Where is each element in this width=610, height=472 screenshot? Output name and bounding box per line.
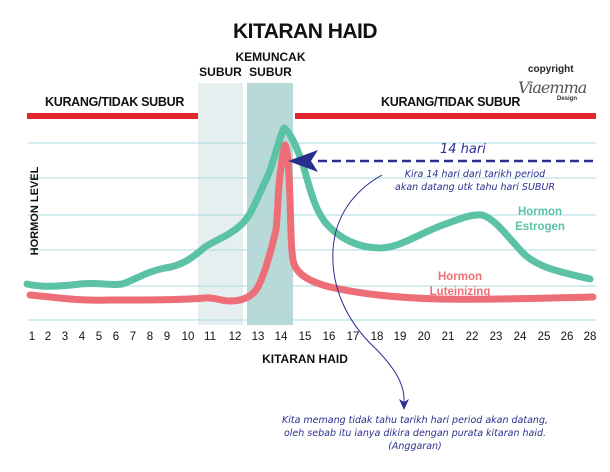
x-tick: 22	[465, 331, 479, 343]
y-axis-label: HORMON LEVEL	[29, 166, 41, 256]
legend-estrogen: Hormon Estrogen	[500, 205, 580, 235]
x-tick: 23	[489, 331, 503, 343]
infertile-bar-left	[27, 113, 198, 119]
x-tick: 17	[346, 331, 360, 343]
x-tick: 2	[44, 331, 52, 343]
x-tick: 8	[146, 331, 154, 343]
subur-label: SUBUR	[199, 65, 242, 79]
x-tick: 19	[393, 331, 407, 343]
x-tick: 21	[441, 331, 455, 343]
x-tick: 6	[112, 331, 120, 343]
lh-line	[26, 141, 597, 305]
x-axis-label: KITARAN HAID	[262, 352, 348, 366]
x-tick: 14	[274, 331, 288, 343]
x-tick: 18	[370, 331, 384, 343]
subur-band	[198, 83, 243, 325]
kemuncak-subur-label: KEMUNCAK SUBUR	[233, 50, 308, 80]
x-tick: 5	[95, 331, 103, 343]
curved-annotation-arrow	[332, 174, 405, 403]
kemuncak-label-line1: KEMUNCAK	[235, 50, 306, 64]
chart-title: KITARAN HAID	[232, 20, 378, 43]
x-tick: 26	[560, 331, 574, 343]
x-tick: 4	[78, 331, 86, 343]
copyright-label: copyright	[528, 64, 574, 75]
x-tick: 9	[163, 331, 171, 343]
legend-estrogen-line1: Hormon	[517, 206, 563, 218]
arrowhead-left-icon	[288, 150, 318, 172]
legend-lh-line1: Hormon	[437, 271, 483, 283]
footnote-line1: Kita memang tidak tahu tarikh hari perio…	[281, 415, 548, 426]
infertile-bar-right	[295, 113, 596, 119]
x-tick: 28	[583, 331, 597, 343]
legend-lh: Hormon Luteinizing	[420, 270, 500, 300]
x-tick: 1	[28, 331, 36, 343]
x-tick: 11	[204, 331, 216, 343]
footnote-line3: (Anggaran)	[388, 441, 442, 452]
estrogen-line	[23, 124, 594, 290]
infertile-label-right: KURANG/TIDAK SUBUR	[381, 95, 521, 109]
x-tick: 20	[417, 331, 431, 343]
signature-sub: Design	[557, 96, 578, 102]
curved-arrowhead-icon	[399, 399, 409, 410]
fourteen-day-label: 14 hari	[440, 142, 486, 157]
x-tick: 25	[537, 331, 551, 343]
x-tick: 12	[228, 331, 242, 343]
signature-logo: Viaemma	[518, 78, 587, 97]
kemuncak-label-line2: SUBUR	[249, 65, 292, 79]
x-tick: 16	[322, 331, 336, 343]
legend-estrogen-line2: Estrogen	[515, 221, 565, 233]
fourteen-day-note-line2: akan datang utk tahu hari SUBUR	[395, 182, 555, 193]
fourteen-day-note: Kira 14 hari dari tarikh period akan dat…	[355, 168, 595, 194]
x-tick: 13	[251, 331, 265, 343]
fourteen-day-note-line1: Kira 14 hari dari tarikh period	[404, 169, 546, 180]
legend-lh-line2: Luteinizing	[429, 286, 491, 298]
x-tick: 7	[129, 331, 137, 343]
x-tick: 10	[181, 331, 195, 343]
x-tick: 3	[61, 331, 69, 343]
footnote-line2: oleh sebab itu ianya dikira dengan purat…	[283, 428, 547, 439]
infertile-label-left: KURANG/TIDAK SUBUR	[45, 95, 185, 109]
x-tick: 24	[513, 331, 527, 343]
x-tick: 15	[298, 331, 312, 343]
footnote: Kita memang tidak tahu tarikh hari perio…	[230, 414, 600, 453]
